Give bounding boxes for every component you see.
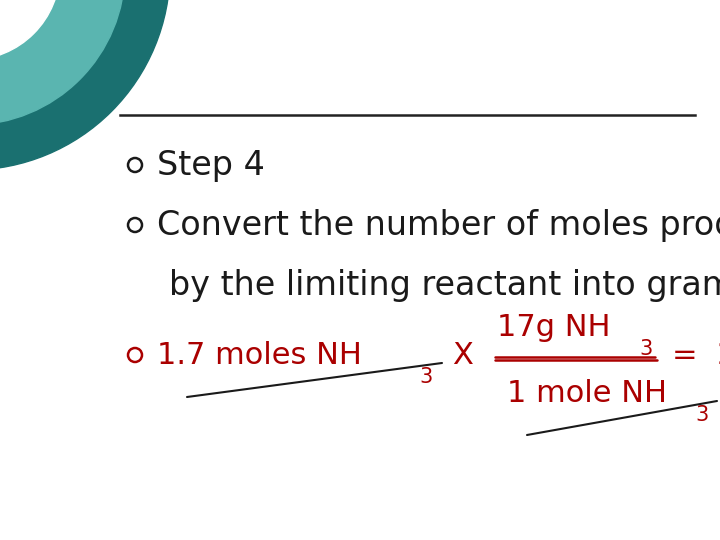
Text: 3: 3: [695, 405, 708, 425]
Text: 3: 3: [639, 339, 652, 359]
Circle shape: [0, 0, 170, 170]
Text: 17g NH: 17g NH: [497, 313, 611, 341]
Text: Convert the number of moles produced: Convert the number of moles produced: [157, 208, 720, 241]
Text: X: X: [452, 341, 473, 369]
Circle shape: [0, 0, 125, 125]
Text: 1 mole NH: 1 mole NH: [507, 379, 667, 408]
Text: by the limiting reactant into grams: by the limiting reactant into grams: [169, 268, 720, 301]
Text: Step 4: Step 4: [157, 148, 265, 181]
Text: 3: 3: [419, 367, 432, 387]
Circle shape: [0, 0, 60, 60]
Text: 1.7 moles NH: 1.7 moles NH: [157, 341, 362, 369]
Text: =  28.9 g NH: = 28.9 g NH: [672, 341, 720, 369]
